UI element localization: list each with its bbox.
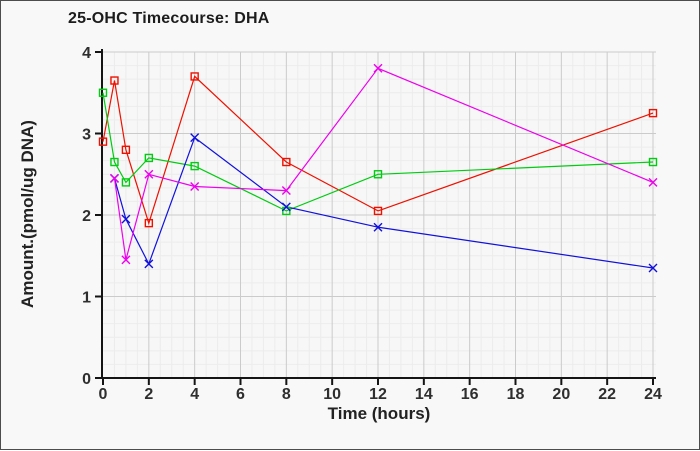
marker-x-blue-x-marks <box>121 214 131 224</box>
marker-square-red-open-squares <box>190 72 199 81</box>
x-tick-label: 24 <box>644 386 662 403</box>
marker-x-magenta-x-marks <box>144 169 154 179</box>
y-tick-label: 1 <box>82 290 91 307</box>
x-tick-label: 6 <box>236 386 245 403</box>
marker-x-blue-x-marks <box>281 202 291 212</box>
marker-x-magenta-x-marks <box>373 63 383 73</box>
x-tick-label: 8 <box>282 386 291 403</box>
marker-square-red-open-squares <box>648 108 658 118</box>
x-tick-label: 12 <box>369 386 387 403</box>
marker-square-red-open-squares <box>121 145 131 155</box>
x-axis-label: Time (hours) <box>327 404 431 423</box>
y-tick-label: 4 <box>82 45 91 62</box>
y-tick-label: 2 <box>82 208 91 225</box>
y-tick-label: 3 <box>82 127 91 144</box>
marker-square-red-open-squares <box>282 157 291 167</box>
marker-x-blue-x-marks <box>144 259 154 269</box>
marker-square-green-open-squares <box>648 157 658 167</box>
marker-square-green-open-squares <box>144 153 154 163</box>
marker-square-red-open-squares <box>144 218 154 228</box>
marker-x-magenta-x-marks <box>190 181 200 191</box>
x-tick-label: 20 <box>552 386 570 403</box>
marker-x-magenta-x-marks <box>121 255 131 265</box>
marker-x-magenta-x-marks <box>109 173 119 183</box>
marker-square-green-open-squares <box>110 157 119 167</box>
marker-x-blue-x-marks <box>373 222 383 232</box>
marker-square-red-open-squares <box>373 206 383 216</box>
x-tick-label: 22 <box>598 386 616 403</box>
marker-square-red-open-squares <box>98 137 108 146</box>
marker-square-red-open-squares <box>110 76 119 85</box>
x-tick-label: 0 <box>99 386 108 403</box>
series-line-red-open-squares <box>102 75 654 226</box>
x-tick-label: 10 <box>323 386 341 403</box>
marker-square-green-open-squares <box>98 88 108 97</box>
marker-square-green-open-squares <box>190 161 199 171</box>
marker-x-magenta-x-marks <box>281 186 291 196</box>
y-axis-label: Amount.(pmol/ug DNA) <box>18 120 37 308</box>
marker-square-green-open-squares <box>121 178 131 187</box>
x-tick-label: 16 <box>461 386 479 403</box>
marker-x-blue-x-marks <box>190 133 200 143</box>
marker-x-magenta-x-marks <box>648 177 658 187</box>
x-tick-label: 18 <box>507 386 525 403</box>
y-tick-label: 0 <box>82 371 91 388</box>
chart-title: 25-OHC Timecourse: DHA <box>68 10 270 27</box>
x-tick-label: 14 <box>415 386 433 403</box>
marker-square-green-open-squares <box>373 170 383 179</box>
x-tick-label: 2 <box>144 386 153 403</box>
x-tick-label: 4 <box>190 386 199 403</box>
marker-x-blue-x-marks <box>648 263 658 273</box>
